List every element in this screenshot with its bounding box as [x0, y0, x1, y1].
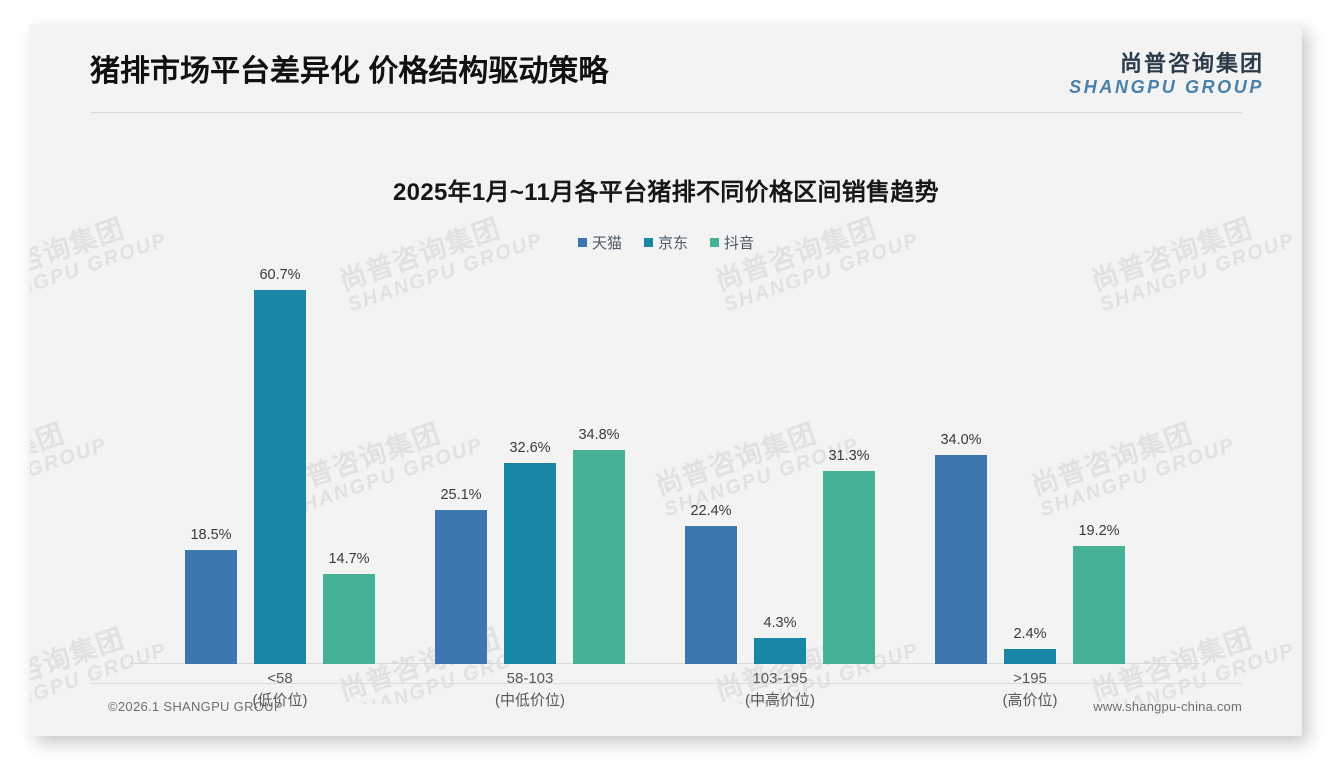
x-axis-label-<58: <58 (低价位): [155, 668, 405, 712]
bar-value-label: 18.5%: [190, 527, 232, 543]
bar-京东-58-103[interactable]: 32.6%: [504, 264, 556, 664]
bar-value-label: 4.3%: [763, 615, 797, 631]
bar-rect[interactable]: [1004, 649, 1056, 664]
brand-logo-cn: 尚普咨询集团: [1119, 51, 1264, 76]
legend-swatch-icon: [577, 238, 587, 247]
bar-rect[interactable]: [435, 510, 487, 664]
bar-抖音-103-195[interactable]: 31.3%: [823, 264, 875, 664]
bar-rect[interactable]: [1073, 546, 1125, 664]
legend-swatch-icon: [710, 238, 719, 247]
x-axis-labels: <58 (低价位) 58-103 (中低价位) 103-195 (中高价位) >195 (高价…: [100, 668, 1220, 724]
bar-抖音-<58[interactable]: 14.7%: [323, 264, 375, 664]
x-axis-label->195: >195 (高价位): [905, 668, 1155, 712]
footer-copyright: ©2026.1 SHANGPU GROUP: [108, 699, 283, 714]
x-axis-label-range: <58: [267, 670, 293, 687]
x-axis-label-tier: (中低价位): [495, 691, 565, 709]
bar-抖音-58-103[interactable]: 34.8%: [573, 264, 625, 664]
bar-rect[interactable]: [573, 450, 625, 664]
bar-value-label: 14.7%: [328, 551, 370, 567]
bar-value-label: 60.7%: [259, 267, 301, 283]
bar-rect[interactable]: [823, 471, 875, 664]
x-axis-label-tier: (中高价位): [745, 691, 815, 709]
brand-logo: 尚普咨询集团 SHANGPU GROUP: [1069, 51, 1264, 97]
legend-item-天猫[interactable]: 天猫: [577, 232, 622, 253]
bar-京东-<58[interactable]: 60.7%: [254, 264, 306, 664]
bar-天猫-58-103[interactable]: 25.1%: [435, 264, 487, 664]
bar-rect[interactable]: [504, 463, 556, 664]
page-title: 猪排市场平台差异化 价格结构驱动策略: [90, 55, 609, 88]
bar-value-label: 2.4%: [1013, 626, 1047, 642]
x-axis-label-103-195: 103-195 (中高价位): [655, 668, 905, 712]
legend-label: 京东: [657, 235, 688, 252]
legend-item-抖音[interactable]: 抖音: [710, 232, 754, 253]
bar-group-bars: 18.5% 60.7% 14.7%: [155, 264, 405, 664]
x-axis-label-range: >195: [1013, 670, 1047, 687]
bar-group: 34.0% 2.4% 19.2%: [905, 264, 1155, 664]
bar-rect[interactable]: [185, 550, 237, 664]
header-divider: [90, 112, 1242, 113]
x-axis-label-tier: (高价位): [1002, 691, 1058, 709]
bar-value-label: 34.0%: [940, 432, 982, 448]
bar-rect[interactable]: [254, 290, 306, 664]
bar-value-label: 22.4%: [690, 503, 732, 519]
chart-legend: 天猫 京东 抖音: [30, 232, 1302, 253]
bar-group-bars: 25.1% 32.6% 34.8%: [405, 264, 655, 664]
x-axis-label-range: 58-103: [506, 670, 554, 687]
slide-canvas: 尚普咨询集团 SHANGPU GROUP 尚普咨询集团 SHANGPU GROUP 尚普…: [30, 24, 1302, 736]
bar-rect[interactable]: [685, 526, 737, 664]
bar-天猫->195[interactable]: 34.0%: [935, 264, 987, 664]
footer-website[interactable]: www.shangpu-china.com: [1093, 699, 1242, 714]
legend-swatch-icon: [643, 238, 653, 247]
legend-item-京东[interactable]: 京东: [643, 232, 688, 253]
watermark-cn: 尚普咨询集团: [30, 418, 69, 502]
watermark-en: SHANGPU GROUP: [30, 433, 110, 521]
x-axis-label-tier: (低价位): [252, 691, 308, 709]
bar-group-bars: 22.4% 4.3% 31.3%: [655, 264, 905, 664]
bar-rect[interactable]: [323, 574, 375, 664]
bar-抖音->195[interactable]: 19.2%: [1073, 264, 1125, 664]
bar-rect[interactable]: [754, 638, 806, 664]
brand-logo-en: SHANGPU GROUP: [1069, 76, 1264, 97]
chart-plot-area: 18.5% 60.7% 14.7% 25.1% 32.6% 34.8% 22.4% 4.3% 3…: [100, 264, 1220, 664]
bar-group: 18.5% 60.7% 14.7%: [155, 264, 405, 664]
x-axis-label-range: 103-195: [752, 670, 808, 687]
bar-value-label: 25.1%: [440, 487, 482, 503]
slide-header: 猪排市场平台差异化 价格结构驱动策略 尚普咨询集团 SHANGPU GROUP: [30, 24, 1302, 112]
bar-value-label: 32.6%: [509, 440, 551, 456]
bar-value-label: 19.2%: [1078, 523, 1120, 539]
legend-label: 天猫: [591, 235, 622, 252]
bar-天猫-103-195[interactable]: 22.4%: [685, 264, 737, 664]
bar-group: 25.1% 32.6% 34.8%: [405, 264, 655, 664]
x-axis-line: [130, 663, 1200, 664]
bar-group: 22.4% 4.3% 31.3%: [655, 264, 905, 664]
bar-rect[interactable]: [935, 455, 987, 664]
legend-label: 抖音: [724, 235, 755, 252]
bar-京东->195[interactable]: 2.4%: [1004, 264, 1056, 664]
footer-divider: [90, 683, 1242, 684]
x-axis-label-58-103: 58-103 (中低价位): [405, 668, 655, 712]
bar-天猫-<58[interactable]: 18.5%: [185, 264, 237, 664]
bar-value-label: 34.8%: [578, 427, 620, 443]
bar-group-bars: 34.0% 2.4% 19.2%: [905, 264, 1155, 664]
chart-title: 2025年1月~11月各平台猪排不同价格区间销售趋势: [393, 179, 939, 206]
bar-value-label: 31.3%: [828, 448, 870, 464]
bar-京东-103-195[interactable]: 4.3%: [754, 264, 806, 664]
